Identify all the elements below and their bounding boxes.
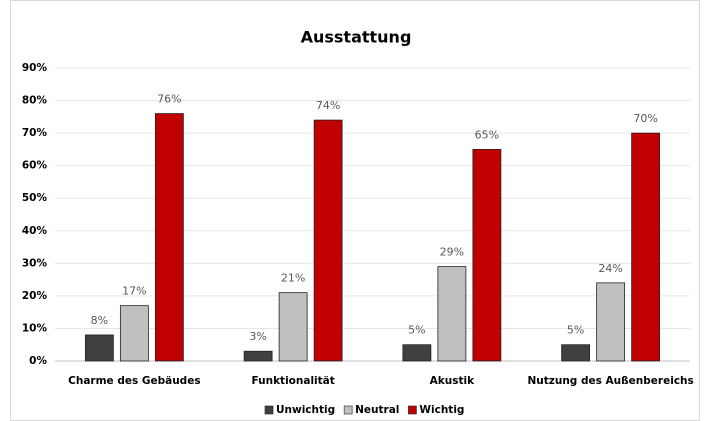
bar	[313, 119, 343, 362]
bar	[561, 344, 591, 362]
legend-swatch	[408, 405, 417, 415]
bar	[154, 113, 184, 362]
y-tick-label: 90%	[22, 62, 48, 74]
bar	[631, 132, 661, 362]
value-label: 24%	[598, 262, 622, 275]
bar	[84, 334, 114, 362]
legend-label: Wichtig	[419, 404, 464, 416]
value-label: 3%	[249, 330, 266, 343]
x-tick-label: Nutzung des Außenbereichs	[527, 375, 693, 387]
bar	[402, 344, 432, 362]
value-label: 5%	[567, 324, 584, 337]
value-label: 70%	[633, 112, 657, 125]
bar	[278, 292, 308, 362]
y-tick-label: 10%	[22, 322, 48, 334]
value-label: 76%	[157, 93, 181, 106]
y-tick-label: 20%	[22, 290, 48, 302]
chart-title: Ausstattung	[301, 28, 412, 47]
value-label: 21%	[281, 272, 305, 285]
x-tick-label: Akustik	[430, 375, 475, 387]
y-tick-label: 50%	[22, 192, 48, 204]
legend-swatch	[343, 405, 353, 415]
legend-label: Unwichtig	[276, 404, 335, 416]
y-tick-label: 70%	[22, 127, 48, 139]
y-tick-label: 40%	[22, 225, 48, 237]
bar	[596, 282, 626, 362]
bar	[472, 148, 502, 362]
value-label: 5%	[408, 324, 425, 337]
x-tick-label: Charme des Gebäudes	[68, 375, 200, 387]
value-label: 74%	[316, 99, 340, 112]
x-tick-label: Funktionalität	[251, 375, 334, 387]
bar	[119, 305, 149, 362]
bar	[437, 266, 467, 362]
y-tick-label: 0%	[29, 355, 47, 367]
legend-label: Neutral	[355, 404, 399, 416]
value-label: 17%	[122, 285, 146, 298]
y-tick-label: 60%	[22, 160, 48, 172]
legend-swatch	[264, 405, 274, 415]
value-label: 8%	[91, 314, 108, 327]
bar	[243, 350, 273, 362]
y-tick-label: 80%	[22, 95, 48, 107]
chart-frame	[10, 0, 700, 421]
value-label: 29%	[440, 246, 464, 259]
value-label: 65%	[475, 128, 499, 141]
y-tick-label: 30%	[22, 257, 48, 269]
